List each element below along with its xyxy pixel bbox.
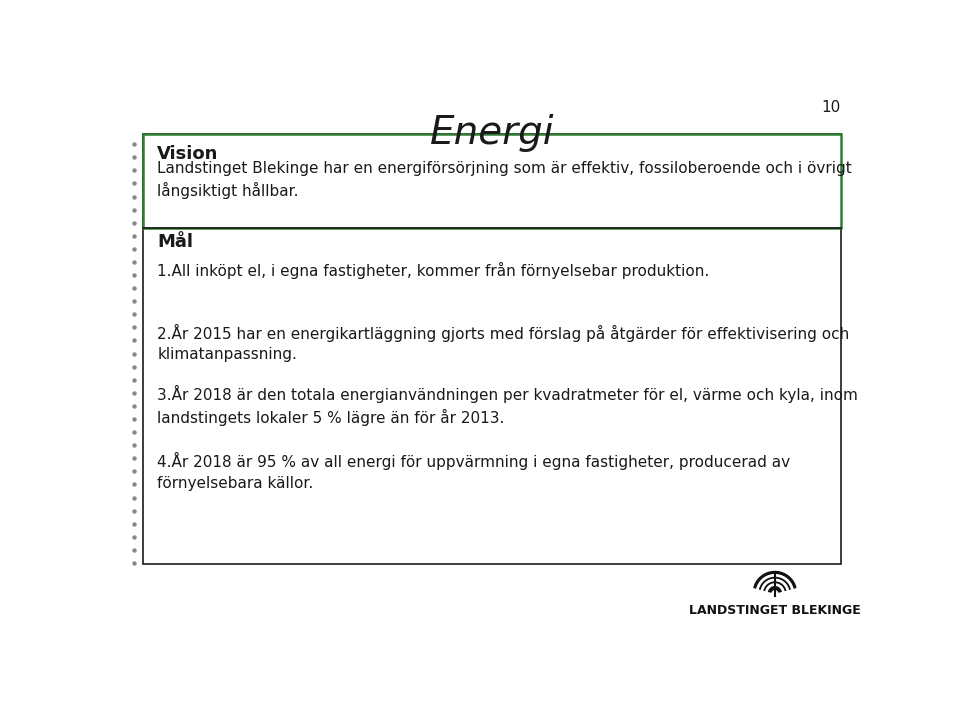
Polygon shape xyxy=(758,576,791,590)
Text: 10: 10 xyxy=(822,100,841,115)
Text: Vision: Vision xyxy=(157,145,219,163)
Polygon shape xyxy=(754,572,796,589)
Polygon shape xyxy=(767,585,782,592)
Text: Mål: Mål xyxy=(157,233,193,251)
FancyBboxPatch shape xyxy=(143,134,841,564)
Text: 1.All inköpt el, i egna fastigheter, kommer från förnyelsebar produktion.: 1.All inköpt el, i egna fastigheter, kom… xyxy=(157,262,709,279)
Text: LANDSTINGET BLEKINGE: LANDSTINGET BLEKINGE xyxy=(689,604,861,617)
Text: Energi: Energi xyxy=(430,114,554,152)
Text: 4.År 2018 är 95 % av all energi för uppvärmning i egna fastigheter, producerad a: 4.År 2018 är 95 % av all energi för uppv… xyxy=(157,452,790,490)
Polygon shape xyxy=(763,581,787,591)
FancyBboxPatch shape xyxy=(143,134,841,228)
Text: 2.År 2015 har en energikartläggning gjorts med förslag på åtgärder för effektivi: 2.År 2015 har en energikartläggning gjor… xyxy=(157,323,850,362)
Text: Landstinget Blekinge har en energiförsörjning som är effektiv, fossiloberoende o: Landstinget Blekinge har en energiförsör… xyxy=(157,161,852,199)
Text: 3.År 2018 är den totala energianvändningen per kvadratmeter för el, värme och ky: 3.År 2018 är den totala energianvändning… xyxy=(157,385,858,426)
